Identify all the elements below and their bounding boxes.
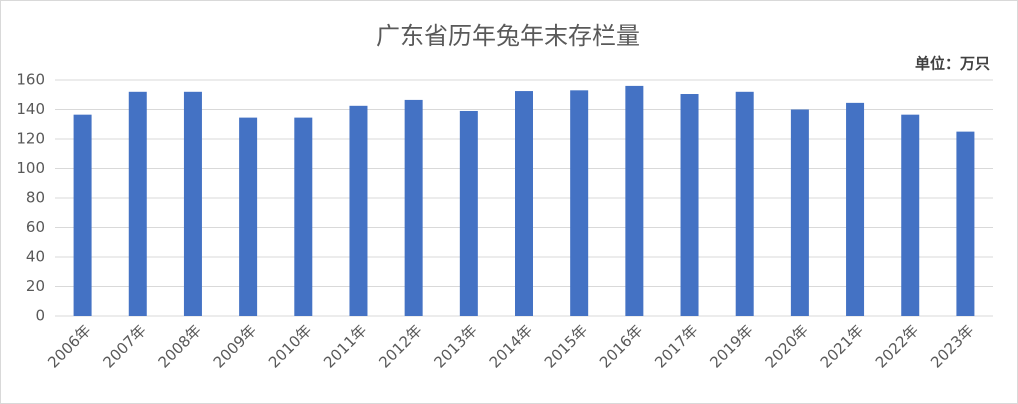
bar — [680, 94, 699, 316]
bar — [128, 91, 147, 316]
y-tick-label: 140 — [16, 100, 45, 118]
y-tick-label: 0 — [35, 307, 45, 325]
bar — [956, 131, 975, 316]
bar — [625, 85, 644, 317]
bar — [515, 91, 533, 316]
bar — [183, 91, 202, 316]
y-tick-label: 20 — [26, 277, 45, 295]
chart-title: 广东省历年兔年末存栏量 — [376, 22, 640, 50]
bar — [404, 99, 423, 316]
y-tick-label: 80 — [26, 189, 45, 207]
bar — [846, 102, 865, 316]
unit-label: 单位：万只 — [915, 55, 990, 73]
y-tick-label: 160 — [16, 71, 45, 89]
bar — [294, 117, 313, 316]
y-tick-label: 100 — [16, 159, 45, 177]
y-tick-label: 60 — [26, 218, 45, 236]
y-tick-label: 120 — [16, 130, 45, 148]
bar — [790, 109, 809, 316]
bar — [73, 114, 92, 316]
bar — [735, 91, 754, 316]
bar — [239, 117, 258, 316]
bar — [570, 90, 589, 316]
y-tick-label: 40 — [26, 248, 45, 266]
bar — [459, 110, 478, 316]
bar — [901, 114, 920, 316]
bar — [349, 105, 368, 316]
